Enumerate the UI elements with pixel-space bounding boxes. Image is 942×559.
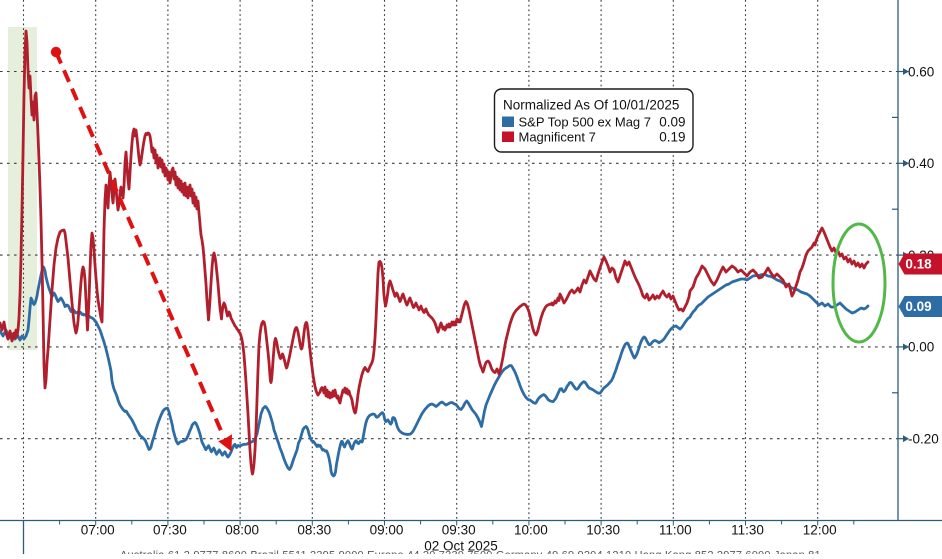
svg-text:0.18: 0.18: [905, 257, 932, 272]
svg-text:12:00: 12:00: [803, 523, 837, 538]
svg-text:08:30: 08:30: [297, 523, 331, 538]
svg-text:10:30: 10:30: [586, 523, 620, 538]
svg-text:Normalized As Of 10/01/2025: Normalized As Of 10/01/2025: [503, 98, 679, 113]
svg-text:09:00: 09:00: [370, 523, 404, 538]
svg-text:S&P Top 500 ex Mag 7: S&P Top 500 ex Mag 7: [519, 115, 652, 130]
svg-text:-0.20: -0.20: [908, 432, 939, 447]
svg-text:08:00: 08:00: [225, 523, 259, 538]
svg-text:0.00: 0.00: [908, 340, 934, 355]
svg-text:0.09: 0.09: [905, 299, 931, 314]
svg-text:0.19: 0.19: [659, 130, 685, 145]
svg-text:09:30: 09:30: [442, 523, 476, 538]
svg-text:07:30: 07:30: [153, 523, 187, 538]
svg-text:Magnificent 7: Magnificent 7: [519, 130, 596, 145]
svg-text:11:00: 11:00: [659, 523, 692, 538]
svg-text:0.40: 0.40: [908, 156, 934, 171]
svg-text:Australia 61 2 9777 8600 Brazi: Australia 61 2 9777 8600 Brazil 5511 239…: [120, 550, 821, 555]
svg-text:07:00: 07:00: [81, 523, 115, 538]
svg-text:10:00: 10:00: [514, 523, 548, 538]
svg-text:0.60: 0.60: [908, 64, 934, 79]
svg-text:11:30: 11:30: [731, 523, 764, 538]
svg-text:0.09: 0.09: [659, 115, 685, 130]
